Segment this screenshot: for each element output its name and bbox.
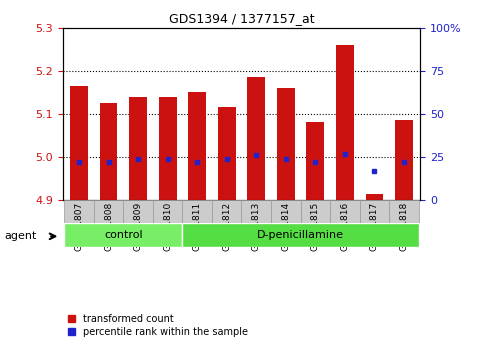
Bar xyxy=(247,77,265,200)
Bar xyxy=(99,103,117,200)
Text: GSM61809: GSM61809 xyxy=(134,202,142,251)
Text: agent: agent xyxy=(5,231,37,241)
FancyBboxPatch shape xyxy=(64,200,94,223)
Bar xyxy=(159,97,176,200)
Text: GSM61808: GSM61808 xyxy=(104,202,113,251)
FancyBboxPatch shape xyxy=(183,200,212,223)
Text: GSM61818: GSM61818 xyxy=(399,202,409,251)
Text: GSM61815: GSM61815 xyxy=(311,202,320,251)
FancyBboxPatch shape xyxy=(360,200,389,223)
Text: D-penicillamine: D-penicillamine xyxy=(257,230,344,239)
Text: GSM61814: GSM61814 xyxy=(281,202,290,251)
Title: GDS1394 / 1377157_at: GDS1394 / 1377157_at xyxy=(169,12,314,25)
FancyBboxPatch shape xyxy=(183,223,419,247)
FancyBboxPatch shape xyxy=(212,200,242,223)
FancyBboxPatch shape xyxy=(123,200,153,223)
Legend: transformed count, percentile rank within the sample: transformed count, percentile rank withi… xyxy=(68,314,248,337)
FancyBboxPatch shape xyxy=(94,200,123,223)
Text: GSM61812: GSM61812 xyxy=(222,202,231,251)
Bar xyxy=(129,97,147,200)
Bar xyxy=(307,122,324,200)
FancyBboxPatch shape xyxy=(153,200,183,223)
Text: GSM61811: GSM61811 xyxy=(193,202,202,251)
FancyBboxPatch shape xyxy=(242,200,271,223)
Text: GSM61813: GSM61813 xyxy=(252,202,261,251)
Text: GSM61807: GSM61807 xyxy=(74,202,84,251)
Bar xyxy=(277,88,295,200)
Bar xyxy=(70,86,88,200)
FancyBboxPatch shape xyxy=(330,200,360,223)
Bar xyxy=(366,194,384,200)
FancyBboxPatch shape xyxy=(64,223,183,247)
Bar xyxy=(395,120,413,200)
Text: GSM61816: GSM61816 xyxy=(341,202,349,251)
Bar xyxy=(188,92,206,200)
FancyBboxPatch shape xyxy=(389,200,419,223)
Bar xyxy=(336,45,354,200)
FancyBboxPatch shape xyxy=(271,200,300,223)
Text: control: control xyxy=(104,230,142,239)
Bar xyxy=(218,107,236,200)
Text: GSM61817: GSM61817 xyxy=(370,202,379,251)
FancyBboxPatch shape xyxy=(300,200,330,223)
Text: GSM61810: GSM61810 xyxy=(163,202,172,251)
